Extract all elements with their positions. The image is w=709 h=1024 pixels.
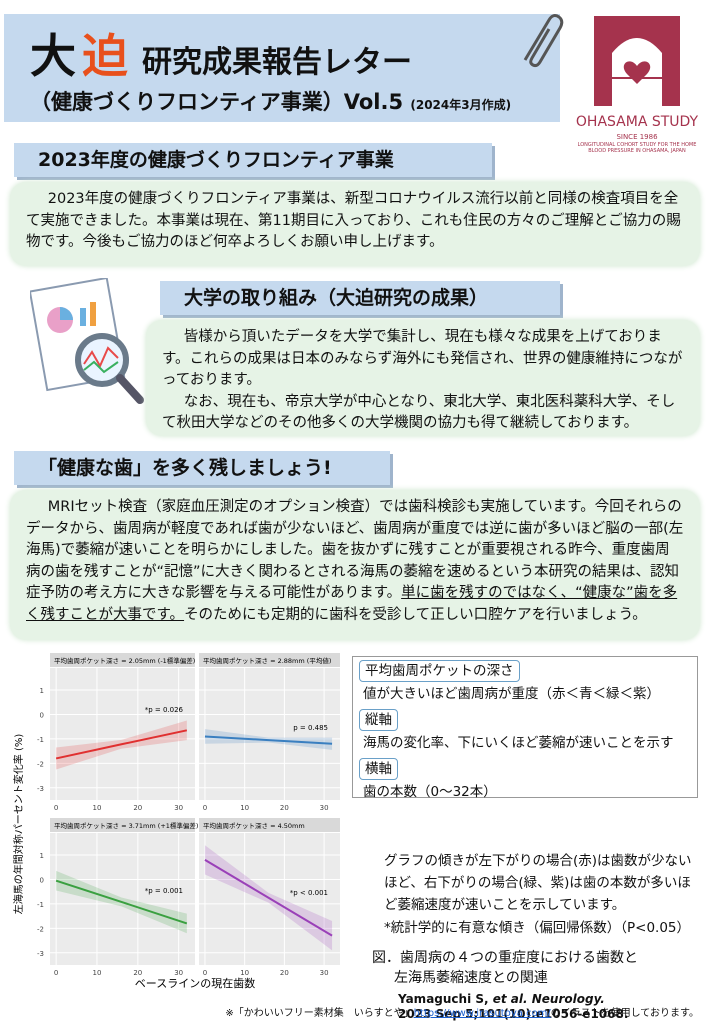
paragraph: 皆様から頂いたデータを大学で集計し、現在も様々な成果を上げております。これらの成… [162,329,683,388]
title-rest: 研究成果報告レター [142,45,412,80]
x-tick-label: 30 [320,969,329,977]
title-accent: 迫 [82,29,128,83]
regression-line [55,729,188,760]
footer-text: ※「かわいいフリー素材集 いらすとや」 [225,1008,414,1019]
y-tick-label: 1 [40,852,44,860]
section-body: 2023年度の健康づくりフロンティア事業は、新型コロナウイルス流行以前と同様の検… [10,182,700,266]
panel-title: 平均歯周ポケット深さ = 3.71mm (+1標準偏差) [54,821,198,830]
info-text: 値が大きいほど歯周病が重度（赤＜青＜緑＜紫） [363,686,660,702]
annotation: *p < 0.001 [290,889,328,897]
annotation: *p = 0.026 [145,706,184,714]
logo-since: SINCE 1986 [616,133,658,141]
text: そのためにも定期的に歯科を受診して正しい口腔ケアを行いましょう。 [184,606,647,623]
info-box: 平均歯周ポケットの深さ 値が大きいほど歯周病が重度（赤＜青＜緑＜紫） 縦軸 海馬… [352,656,698,800]
x-tick-label: 20 [133,804,142,812]
logo: OHASAMA STUDY SINCE 1986 LONGITUDINAL CO… [576,16,699,154]
section-heading: 2023年度の健康づくりフロンティア事業 [14,143,492,177]
y-axis-label: 左海馬の年間対称パーセント変化率 (%) [12,734,25,915]
x-tick-label: 30 [320,804,329,812]
paragraph: なお、現在も、帝京大学が中心となり、東北大学、東北医科薬科大学、そして秋田大学な… [162,393,676,432]
panel-title: 平均歯周ポケット深さ = 2.05mm (-1標準偏差) [54,656,195,665]
citation-detail: 2023 Sep 5;101(10):e1056-e1068. [398,1007,629,1021]
underlined-text: 単に歯を残すのではなく、“健康な”歯を多く残すことが大事です。 [26,585,678,623]
y-tick-label: -1 [37,901,44,909]
panel-title: 平均歯周ポケット深さ = 4.50mm [203,821,305,830]
x-tick-label: 20 [280,969,289,977]
caption-line: 左海馬萎縮速度との関連 [394,970,548,986]
x-axis-label: ベースラインの現在歯数 [135,977,255,990]
paperclip [523,14,564,68]
strip [199,818,340,832]
y-tick-label: -2 [37,925,44,933]
section-body: MRIセット検査（家庭血圧測定のオプション検査）では歯科検診も実施しています。今… [10,490,700,640]
info-label: 横軸 [359,758,398,780]
x-tick-label: 0 [54,804,58,812]
x-tick-label: 10 [240,969,249,977]
figure-caption: 図．歯周病の４つの重症度における歯数と 左海馬萎縮速度との関連 [372,948,692,988]
strip [50,818,195,832]
strip [50,653,195,667]
caption-line: 図．歯周病の４つの重症度における歯数と [372,950,638,966]
illustration [30,278,144,404]
footer-link[interactable]: https://www.irasutoya.com/ [413,1008,551,1019]
section-heading: 「健康な歯」を多く残しましょう! [14,451,390,485]
footer: ※「かわいいフリー素材集 いらすとや」https://www.irasutoya… [225,1004,699,1019]
y-tick-label: 0 [40,711,44,719]
section-body: 皆様から頂いたデータを大学で集計し、現在も様々な成果を上げております。これらの成… [146,320,700,436]
panel-title: 平均歯周ポケット深さ = 2.88mm (平均値) [203,656,331,665]
x-tick-label: 0 [203,969,207,977]
x-tick-label: 20 [280,804,289,812]
x-tick-label: 30 [174,969,183,977]
section-heading: 大学の取り組み（大迫研究の成果） [160,281,560,315]
header-title: 大迫研究成果報告レター [30,20,412,86]
logo-name: OHASAMA STUDY [576,114,699,130]
annotation: p = 0.485 [293,724,328,732]
paragraph: MRIセット検査（家庭血圧測定のオプション検査）では歯科検診も実施しています。今… [26,497,684,626]
y-tick-label: -3 [37,785,44,793]
y-tick-label: -1 [37,736,44,744]
header-subtitle: （健康づくりフロンティア事業）Vol.5 (2024年3月作成) [30,86,511,116]
date: (2024年3月作成) [410,98,512,112]
y-tick-label: 1 [40,687,44,695]
info-text: 歯の本数（0〜32本） [363,784,497,800]
strip [199,653,340,667]
info-text: 海馬の変化率、下にいくほど萎縮が速いことを示す [363,735,674,751]
citation-journal: et al. Neurology. [492,992,605,1006]
regression-line [204,735,333,745]
citation-authors: Yamaguchi S, [398,992,493,1006]
x-tick-label: 10 [93,969,102,977]
logo-caption: LONGITUDINAL COHORT STUDY FOR THE HOME B… [577,142,697,154]
annotation: *p = 0.001 [145,887,183,895]
x-tick-label: 0 [54,969,58,977]
header-banner [4,14,560,122]
x-tick-label: 0 [203,804,207,812]
info-label: 縦軸 [359,709,398,731]
regression-line [204,859,333,937]
x-tick-label: 10 [240,804,249,812]
subtitle: （健康づくりフロンティア事業）Vol.5 [30,90,404,114]
info-label: 平均歯周ポケットの深さ [359,660,520,682]
paragraph: 2023年度の健康づくりフロンティア事業は、新型コロナウイルス流行以前と同様の検… [26,191,681,250]
info-note: グラフの傾きが左下がりの場合(赤)は歯数が少ないほど、右下がりの場合(緑、紫)は… [384,853,692,913]
y-tick-label: -2 [37,760,44,768]
title-big: 大 [30,29,76,83]
text: MRIセット検査（家庭血圧測定のオプション検査）では歯科検診も実施しています。今… [26,499,684,601]
regression-line [55,879,188,925]
x-tick-label: 30 [174,804,183,812]
y-tick-label: -3 [37,950,44,958]
x-tick-label: 20 [133,969,142,977]
footer-text: のイラストを使用しております。 [550,1008,699,1019]
chart: 左海馬の年間対称パーセント変化率 (%) ベースラインの現在歯数 平均歯周ポケット深… [12,653,340,990]
citation: Yamaguchi S, et al. Neurology. 2023 Sep … [398,992,628,1022]
y-tick-label: 0 [40,876,44,884]
x-tick-label: 10 [93,804,102,812]
significance-note: *統計学的に有意な傾き（偏回帰係数）（P<0.05） [384,920,691,936]
